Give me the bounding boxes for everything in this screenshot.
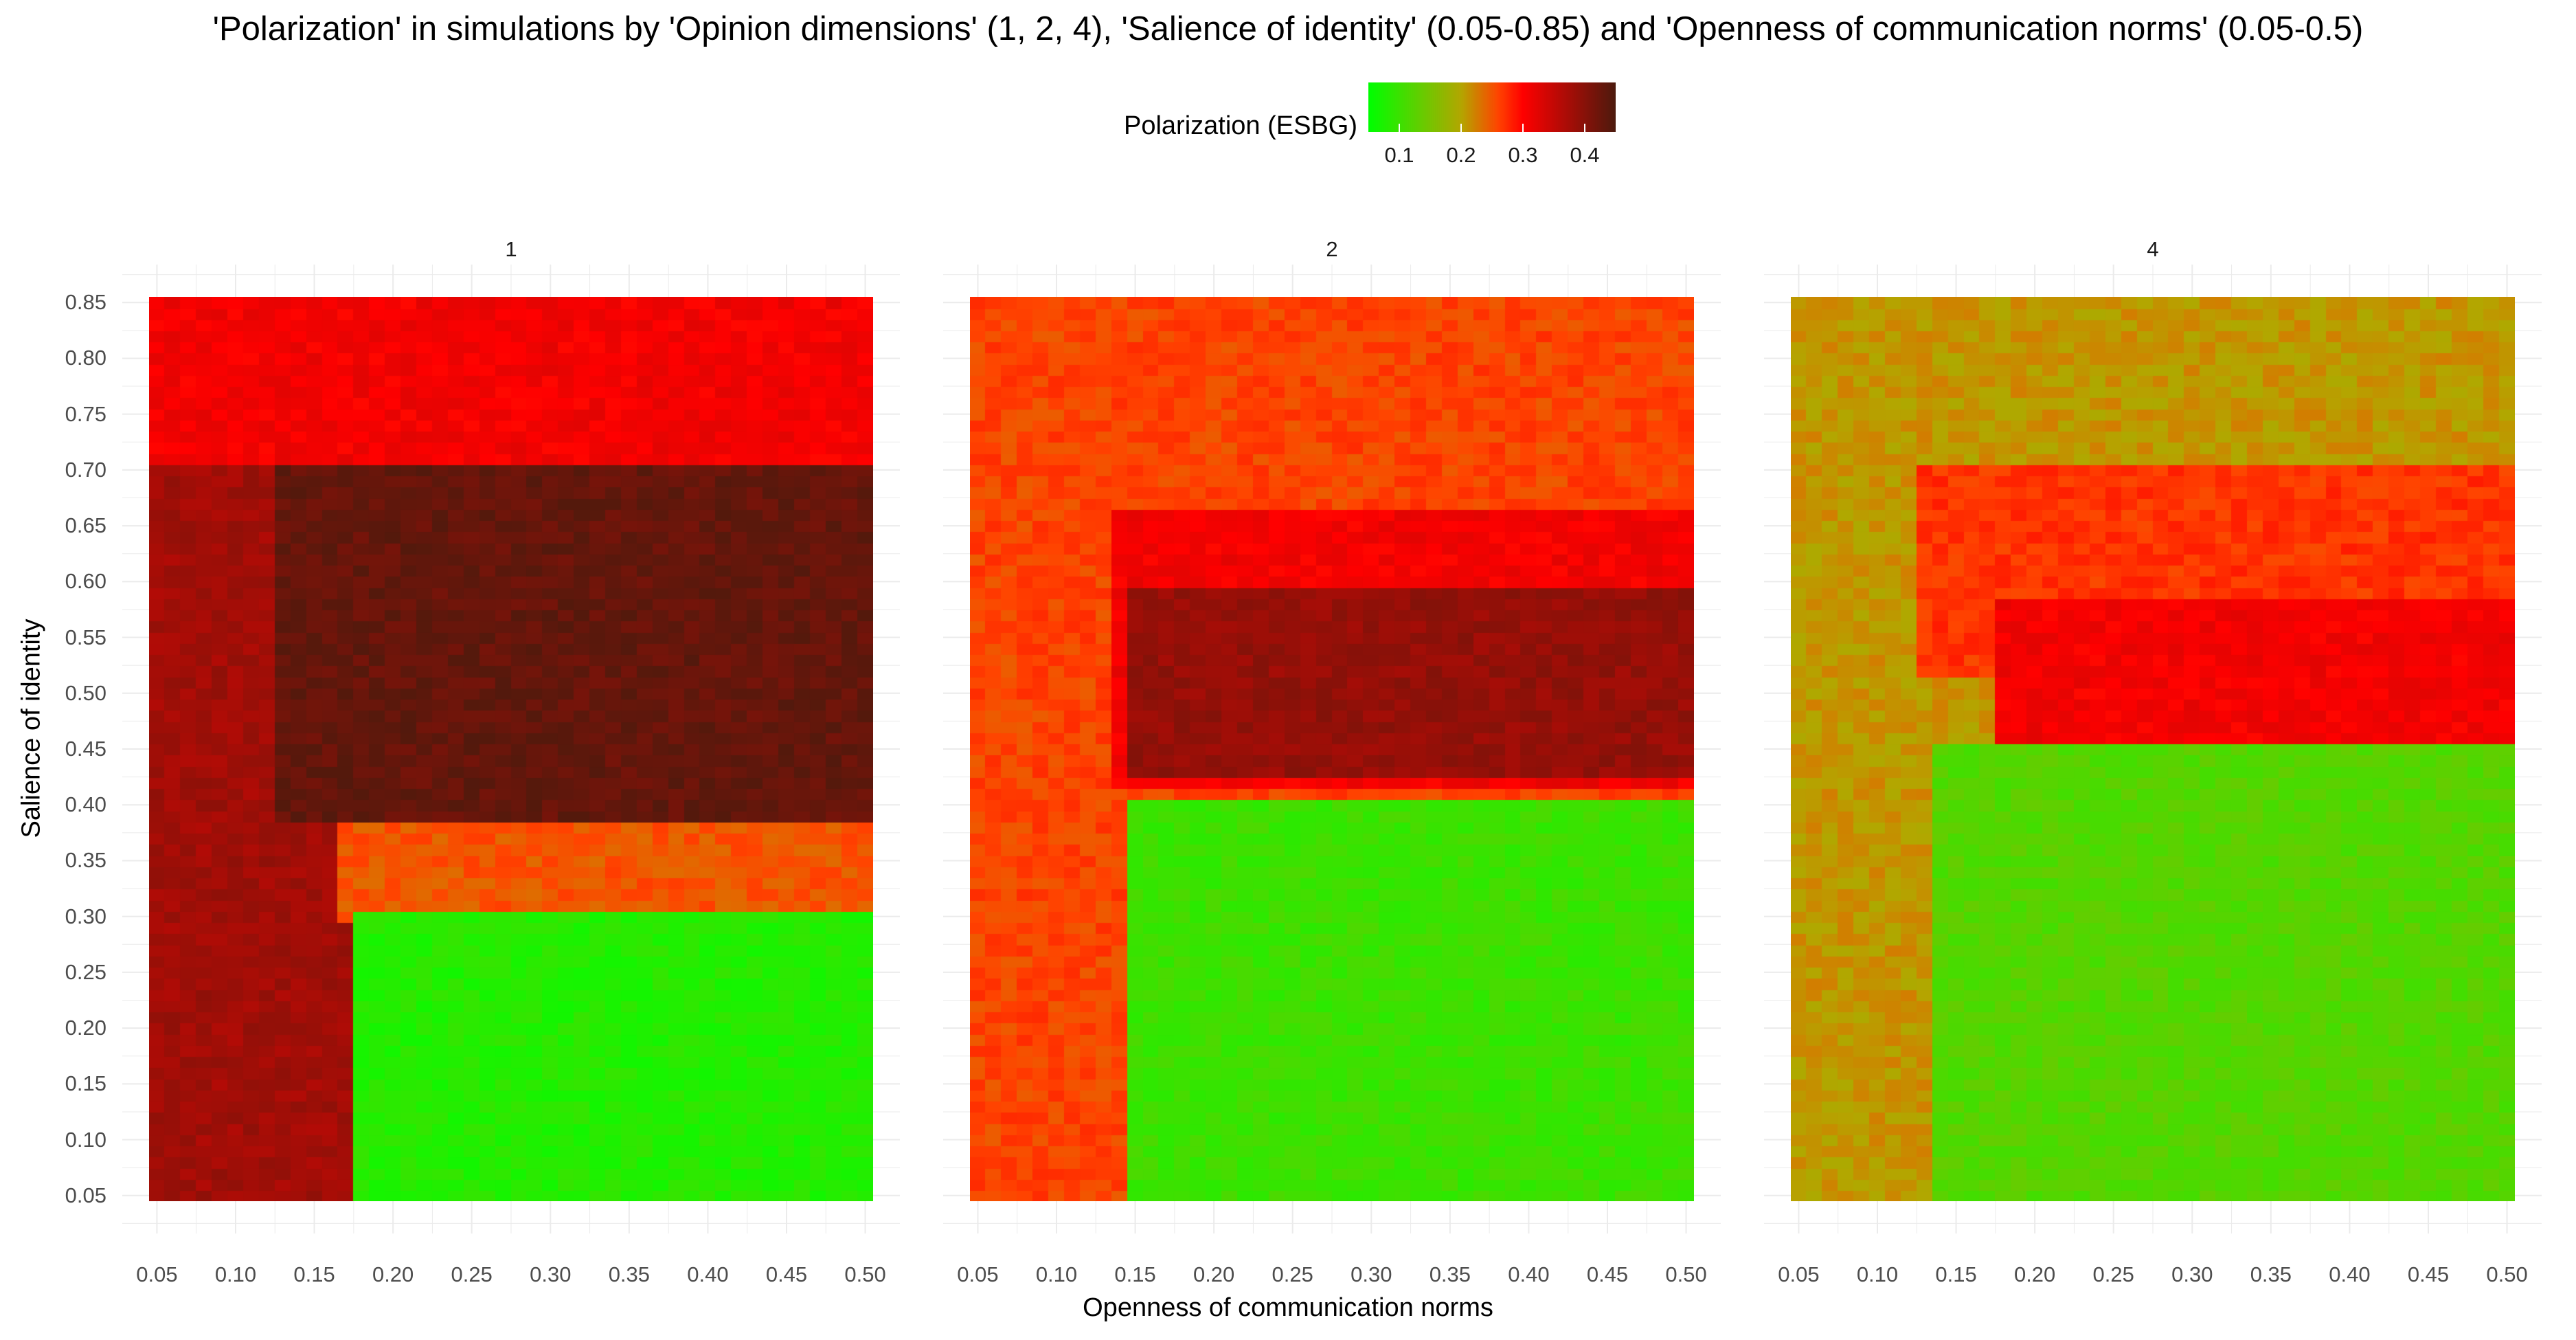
x-tick-label: 0.05 xyxy=(1778,1262,1820,1286)
x-tick-label: 0.05 xyxy=(957,1262,999,1286)
legend-colorbar xyxy=(1368,82,1616,132)
legend-title: Polarization (ESBG) xyxy=(1123,111,1357,140)
y-tick-label: 0.60 xyxy=(65,569,106,594)
legend-tick-label: 0.3 xyxy=(1508,143,1538,167)
x-tick-label: 0.35 xyxy=(608,1262,651,1286)
x-tick-label: 0.20 xyxy=(2013,1262,2056,1286)
heatmap-tiles xyxy=(969,297,1694,1202)
x-tick-label: 0.20 xyxy=(1193,1262,1235,1286)
y-tick-label: 0.75 xyxy=(65,401,106,426)
y-tick-label: 0.10 xyxy=(65,1127,106,1152)
y-tick-label: 0.30 xyxy=(65,904,106,928)
x-tick-label: 0.15 xyxy=(1935,1262,1977,1286)
legend-tick-label: 0.2 xyxy=(1446,143,1476,167)
y-tick-label: 0.35 xyxy=(65,848,106,873)
y-tick-label: 0.80 xyxy=(65,346,106,370)
y-tick-label: 0.50 xyxy=(65,680,106,705)
x-tick-label: 0.25 xyxy=(1272,1262,1313,1286)
y-tick-label: 0.45 xyxy=(65,737,106,761)
x-tick-label: 0.25 xyxy=(451,1262,493,1286)
y-tick-label: 0.70 xyxy=(65,457,106,482)
heatmap-tiles xyxy=(148,297,873,1202)
heatmap-tiles xyxy=(1790,297,2515,1202)
x-tick-label: 0.30 xyxy=(2171,1262,2213,1286)
x-tick-label: 0.40 xyxy=(1508,1262,1550,1286)
x-tick-label: 0.10 xyxy=(1035,1262,1078,1286)
x-tick-label: 0.35 xyxy=(1429,1262,1471,1286)
x-tick-label: 0.40 xyxy=(2329,1262,2371,1286)
x-tick-label: 0.50 xyxy=(2486,1262,2528,1286)
x-tick-label: 0.10 xyxy=(214,1262,257,1286)
facet-panel-1: 1 0.05 0.10 0.15 0.20 0.25 0.30 0.35 0.40 0.45 0.… xyxy=(122,237,900,1286)
y-tick-label: 0.65 xyxy=(65,513,106,538)
legend-tick-mark xyxy=(1584,124,1585,132)
y-tick-label: 0.05 xyxy=(65,1183,106,1207)
y-tick-label: 0.15 xyxy=(65,1071,106,1096)
x-tick-label: 0.50 xyxy=(844,1262,886,1286)
x-tick-label: 0.05 xyxy=(136,1262,178,1286)
facet-strip-label: 2 xyxy=(1326,237,1338,261)
x-axis-title: Openness of communication norms xyxy=(1083,1293,1493,1322)
facet-panel-4: 4 0.05 0.10 0.15 0.20 0.25 0.30 0.35 0.40 0.45 0.… xyxy=(1764,237,2542,1286)
x-tick-label: 0.45 xyxy=(2407,1262,2450,1286)
x-tick-label: 0.15 xyxy=(1114,1262,1156,1286)
x-tick-label: 0.30 xyxy=(1351,1262,1392,1286)
x-tick-label: 0.35 xyxy=(2250,1262,2292,1286)
legend-tick-mark xyxy=(1522,124,1524,132)
facet-strip-label: 4 xyxy=(2147,237,2159,261)
y-tick-label: 0.40 xyxy=(65,792,106,817)
x-tick-label: 0.25 xyxy=(2092,1262,2134,1286)
facet-panel-2: 2 0.05 0.10 0.15 0.20 0.25 0.30 0.35 0.40 0.45 0.… xyxy=(943,237,1721,1286)
facet-strip-label: 1 xyxy=(505,237,517,261)
legend-tick-mark xyxy=(1460,124,1462,132)
x-tick-label: 0.10 xyxy=(1856,1262,1899,1286)
x-tick-label: 0.45 xyxy=(1586,1262,1629,1286)
legend-tick-mark xyxy=(1399,124,1400,132)
y-tick-label: 0.55 xyxy=(65,625,106,649)
x-tick-label: 0.30 xyxy=(530,1262,572,1286)
x-tick-label: 0.50 xyxy=(1665,1262,1707,1286)
y-tick-label: 0.85 xyxy=(65,290,106,315)
x-tick-label: 0.45 xyxy=(765,1262,808,1286)
y-tick-label: 0.25 xyxy=(65,959,106,984)
y-axis-title: Salience of identity xyxy=(16,618,46,838)
x-tick-label: 0.20 xyxy=(372,1262,414,1286)
y-tick-label: 0.20 xyxy=(65,1016,106,1040)
legend-tick-label: 0.4 xyxy=(1570,143,1600,167)
x-tick-label: 0.15 xyxy=(293,1262,335,1286)
x-tick-label: 0.40 xyxy=(687,1262,729,1286)
chart-title: 'Polarization' in simulations by 'Opinio… xyxy=(212,10,2364,47)
legend-tick-label: 0.1 xyxy=(1384,143,1414,167)
